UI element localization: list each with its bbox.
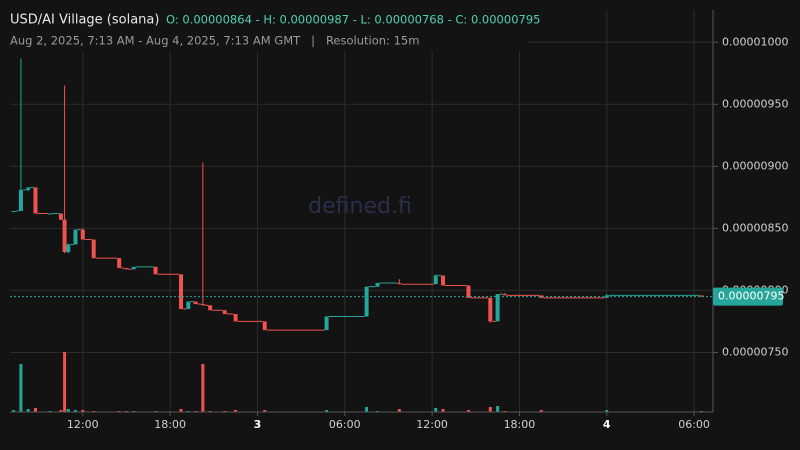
volume-bar [539, 410, 543, 412]
candle-body [26, 187, 31, 190]
volume-bar [434, 408, 438, 412]
x-tick-label: 06:00 [329, 418, 361, 431]
candle-body [699, 295, 704, 297]
volume-bar [63, 352, 67, 412]
chart-title: USD/AI Village (solana) [10, 13, 159, 28]
volume-bar [73, 410, 77, 412]
candle-body [58, 213, 63, 220]
candle-body [186, 301, 191, 310]
candle-body [397, 282, 402, 285]
volume-bar [263, 410, 267, 412]
volume-bar [26, 409, 30, 412]
header-bg [8, 9, 528, 51]
x-tick-label: 4 [603, 418, 611, 431]
candle-body [117, 258, 122, 269]
y-tick-label: 0.00000750 [722, 345, 788, 358]
candle-body [262, 321, 267, 331]
candle-body [73, 229, 78, 245]
x-tick-label: 18:00 [154, 418, 186, 431]
candle-body [222, 310, 227, 314]
candle-body [11, 211, 16, 212]
y-tick-label: 0.00000850 [722, 221, 788, 234]
volume-bar [496, 406, 500, 412]
last-price-label: 0.00000795 [718, 290, 784, 303]
candle-body [179, 274, 184, 310]
x-tick-label: 12:00 [416, 418, 448, 431]
candle-body [131, 266, 136, 270]
volume-bar [81, 410, 85, 412]
volume-bar [19, 364, 23, 412]
subtitle: Aug 2, 2025, 7:13 AM - Aug 4, 2025, 7:13… [10, 34, 419, 48]
volume-bar [466, 410, 470, 412]
candle-body [433, 275, 438, 285]
volume-bar [179, 409, 183, 412]
candle-body [324, 316, 329, 331]
x-tick-label: 3 [254, 418, 262, 431]
candle-body [466, 285, 471, 298]
candle-body [48, 213, 53, 215]
volume-bar [12, 410, 16, 412]
candle-body [495, 294, 500, 322]
volume-bar [441, 409, 445, 412]
candle-body [153, 266, 158, 275]
x-tick-label: 06:00 [678, 418, 710, 431]
candle-body [375, 282, 380, 287]
last-price-box [713, 287, 783, 306]
volume-bar [605, 410, 609, 412]
candle-body [441, 275, 446, 286]
volume-bar [234, 410, 238, 412]
watermark: defined.fi [308, 194, 412, 219]
candle-body [124, 268, 129, 270]
volume-bar [488, 407, 492, 412]
volume-bar [33, 408, 37, 412]
x-tick-label: 12:00 [67, 418, 99, 431]
volume-bar [397, 409, 401, 412]
candle-body [62, 219, 67, 252]
candle-body [200, 304, 205, 306]
candle-body [488, 297, 493, 322]
candle-body [364, 286, 369, 317]
y-tick-label: 0.00001000 [722, 35, 788, 48]
candle-body [18, 189, 23, 211]
candle-body [33, 187, 38, 214]
volume-bar [325, 410, 329, 412]
volume-bar [365, 407, 369, 412]
candle-body [502, 294, 507, 296]
candle-body [91, 239, 96, 259]
x-tick-label: 18:00 [504, 418, 536, 431]
candle-body [539, 295, 544, 298]
candle-body [66, 244, 71, 252]
volume-bar [59, 410, 63, 412]
volume-bar [201, 364, 205, 412]
ohlc-text: O: 0.00000864 - H: 0.00000987 - L: 0.000… [166, 13, 540, 27]
candle-body [208, 305, 213, 311]
candle-body [233, 313, 238, 322]
volume-bar [66, 409, 70, 412]
candle-body [80, 229, 85, 240]
candle-body [193, 301, 198, 305]
y-tick-label: 0.00000950 [722, 97, 788, 110]
y-tick-label: 0.00000900 [722, 159, 788, 172]
